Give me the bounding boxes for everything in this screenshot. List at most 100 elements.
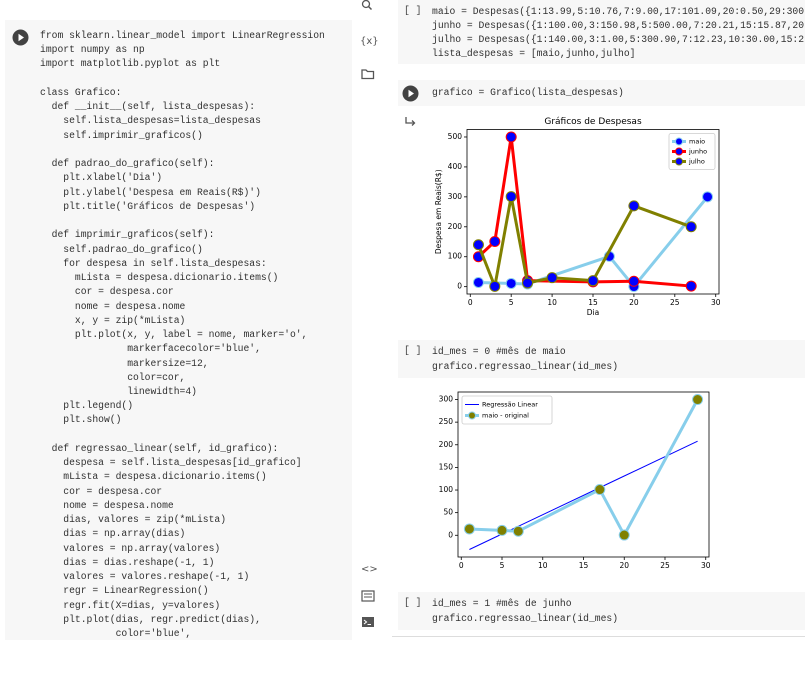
- data-point: [512, 525, 524, 537]
- legend-box: [461, 395, 553, 425]
- code-line: self.imprimir_graficos(): [40, 129, 203, 141]
- search-icon[interactable]: [360, 0, 376, 12]
- x-tick-label: 20: [619, 561, 629, 570]
- x-tick-label: 5: [509, 298, 514, 307]
- code-line: color=cor,: [40, 371, 186, 383]
- data-point: [472, 276, 484, 288]
- code-line: regr = LinearRegression(): [40, 585, 209, 597]
- files-icon[interactable]: [361, 68, 375, 80]
- data-point: [685, 221, 697, 233]
- command-palette-icon[interactable]: [361, 590, 375, 602]
- series-line: [477, 195, 692, 288]
- data-point: [618, 529, 630, 541]
- y-tick-label: 200: [448, 222, 463, 231]
- code-line: import numpy as np: [40, 44, 145, 56]
- legend-label: maio: [689, 138, 705, 146]
- code-line: x, y = zip(*mLista): [40, 314, 186, 326]
- variables-icon[interactable]: {x}: [360, 36, 379, 47]
- code-line: plt.plot(dias, regr.predict(dias),: [40, 613, 261, 625]
- code-line: plt.show(): [40, 414, 122, 426]
- code-cell: [398, 592, 805, 630]
- code-line: mLista = despesa.dicionario.items(): [40, 471, 267, 483]
- legend-marker: [675, 157, 683, 166]
- run-button[interactable]: [402, 85, 419, 102]
- code-line: markerfacecolor='blue',: [40, 343, 261, 355]
- x-tick-label: 0: [459, 561, 464, 570]
- data-point: [628, 200, 640, 212]
- code-line: id_mes = 0 #mês de maio: [432, 346, 566, 357]
- x-tick-label: 30: [701, 561, 711, 570]
- chart: 0 5 10 15 20 25 30050100150200250300Regressão …: [439, 391, 711, 570]
- code-line: def regressao_linear(self, id_grafico):: [40, 442, 279, 454]
- code-line: markersize=12,: [40, 357, 209, 369]
- x-tick-label: 10: [538, 561, 548, 570]
- data-point: [463, 523, 475, 535]
- code-line: dias = dias.reshape(-1, 1): [40, 556, 215, 568]
- x-tick-label: 10: [547, 298, 557, 307]
- code-cell: [398, 80, 805, 106]
- code-line: dias, valores = zip(*mLista): [40, 514, 227, 526]
- y-tick-label: 100: [439, 485, 454, 494]
- legend-label: Regressão Linear: [482, 401, 538, 409]
- data-point: [472, 239, 484, 251]
- divider: [392, 636, 805, 637]
- chart: Gráficos de Despesas Dia Despesa em Reais(…: [434, 117, 721, 317]
- code-line: plt.ylabel('Despesa em Reais(R$)'): [40, 186, 261, 198]
- code-line: plt.xlabel('Dia'): [40, 172, 163, 184]
- data-point: [546, 272, 558, 284]
- code-line: lista_despesas = [maio,junho,julho]: [432, 48, 636, 59]
- data-point: [594, 484, 606, 496]
- data-point: [505, 277, 517, 289]
- code-line: regr.fit(X=dias, y=valores): [40, 599, 221, 611]
- code-line: cor = despesa.cor: [40, 485, 163, 497]
- code-line: nome = despesa.nome: [40, 499, 174, 511]
- legend-marker: [675, 137, 683, 146]
- y-tick-label: 300: [448, 192, 463, 201]
- code-line: cor = despesa.cor: [40, 286, 174, 298]
- code-line: valores = valores.reshape(-1, 1): [40, 571, 250, 583]
- x-tick-label: 20: [629, 298, 639, 307]
- legend-label: julho: [688, 158, 705, 166]
- code-line: plt.plot(x, y, label = nome, marker='o',: [40, 329, 308, 341]
- legend-marker: [468, 411, 476, 420]
- run-status[interactable]: [ ]: [404, 5, 422, 16]
- run-status[interactable]: [ ]: [404, 597, 422, 608]
- y-tick-label: 250: [439, 417, 454, 426]
- run-button[interactable]: [12, 29, 29, 46]
- code-line: grafico.regressao_linear(id_mes): [432, 361, 619, 372]
- y-tick-label: 100: [448, 252, 463, 261]
- code-line: id_mes = 1 #mês de junho: [432, 598, 572, 609]
- code-snippets-icon[interactable]: <>: [361, 564, 378, 575]
- code-line: junho = Despesas({1:100.00,3:150.98,5:50…: [432, 20, 805, 31]
- code-line: mLista = despesa.dicionario.items(): [40, 272, 279, 284]
- data-point: [489, 235, 501, 247]
- code-line: nome = despesa.nome: [40, 300, 186, 312]
- run-status[interactable]: [ ]: [404, 345, 422, 356]
- y-tick-label: 0: [448, 530, 453, 539]
- code-line: despesa = self.lista_despesas[id_grafico…: [40, 457, 302, 469]
- y-tick-label: 0: [457, 282, 462, 291]
- code-line: def __init__(self, lista_despesas):: [40, 101, 256, 113]
- data-point: [587, 275, 599, 287]
- y-tick-label: 400: [448, 162, 463, 171]
- data-point: [505, 191, 517, 203]
- code-line: for despesa in self.lista_despesas:: [40, 257, 267, 269]
- code-line: import matplotlib.pyplot as plt: [40, 58, 221, 70]
- code-line: dias = np.array(dias): [40, 528, 186, 540]
- code-line: maio = Despesas({1:13.99,5:10.76,7:9.00,…: [432, 6, 805, 17]
- code-line: from sklearn.linear_model import LinearR…: [40, 30, 325, 41]
- code-line: class Grafico:: [40, 86, 122, 98]
- legend-label: junho: [688, 148, 707, 156]
- x-tick-label: 15: [588, 298, 598, 307]
- x-axis-label: Dia: [587, 308, 599, 317]
- legend-marker: [675, 147, 683, 156]
- data-point: [685, 280, 697, 292]
- terminal-icon[interactable]: [361, 616, 375, 628]
- code-line: def padrao_do_grafico(self):: [40, 158, 215, 170]
- y-tick-label: 50: [443, 508, 453, 517]
- x-tick-label: 0: [468, 298, 473, 307]
- x-tick-label: 5: [500, 561, 505, 570]
- code-line: valores = np.array(valores): [40, 542, 221, 554]
- output-icon[interactable]: [404, 116, 418, 128]
